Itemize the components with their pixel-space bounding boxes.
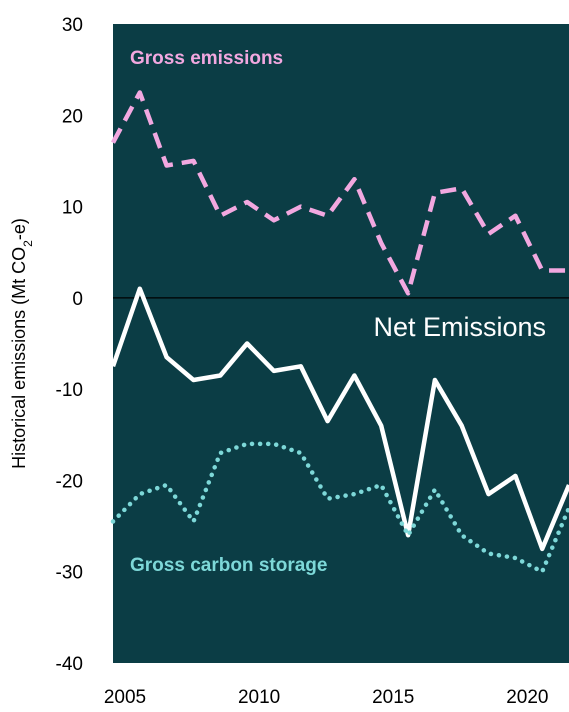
- x-tick-label: 2015: [372, 687, 414, 708]
- y-tick-label: 0: [72, 289, 83, 310]
- y-axis-ticks: -40 -30 -20 -10 0 10 20 30: [56, 15, 83, 675]
- y-tick-label: -10: [56, 380, 83, 401]
- y-tick-label: -40: [56, 654, 83, 675]
- series-lines: [110, 90, 569, 574]
- gross-emissions-line: [111, 90, 569, 296]
- plot-background: [113, 24, 569, 663]
- y-tick-label: -20: [56, 471, 83, 492]
- y-axis-label: Historical emissions (Mt CO2-e): [9, 218, 35, 469]
- gross-carbon-storage-line: [110, 441, 569, 574]
- y-tick-label: 30: [62, 15, 83, 36]
- x-tick-label: 2010: [238, 687, 280, 708]
- y-tick-label: 10: [62, 198, 83, 219]
- y-tick-label: 20: [62, 106, 83, 127]
- x-axis-ticks: 2005 2010 2015 2020: [104, 687, 549, 708]
- gross-emissions-label: Gross emissions: [130, 48, 283, 69]
- net-emissions-label: Net Emissions: [373, 312, 546, 342]
- gross-carbon-storage-label: Gross carbon storage: [130, 555, 327, 576]
- net-emissions-line: [110, 286, 569, 552]
- x-tick-label: 2020: [506, 687, 548, 708]
- y-tick-label: -30: [56, 563, 83, 584]
- x-tick-label: 2005: [104, 687, 146, 708]
